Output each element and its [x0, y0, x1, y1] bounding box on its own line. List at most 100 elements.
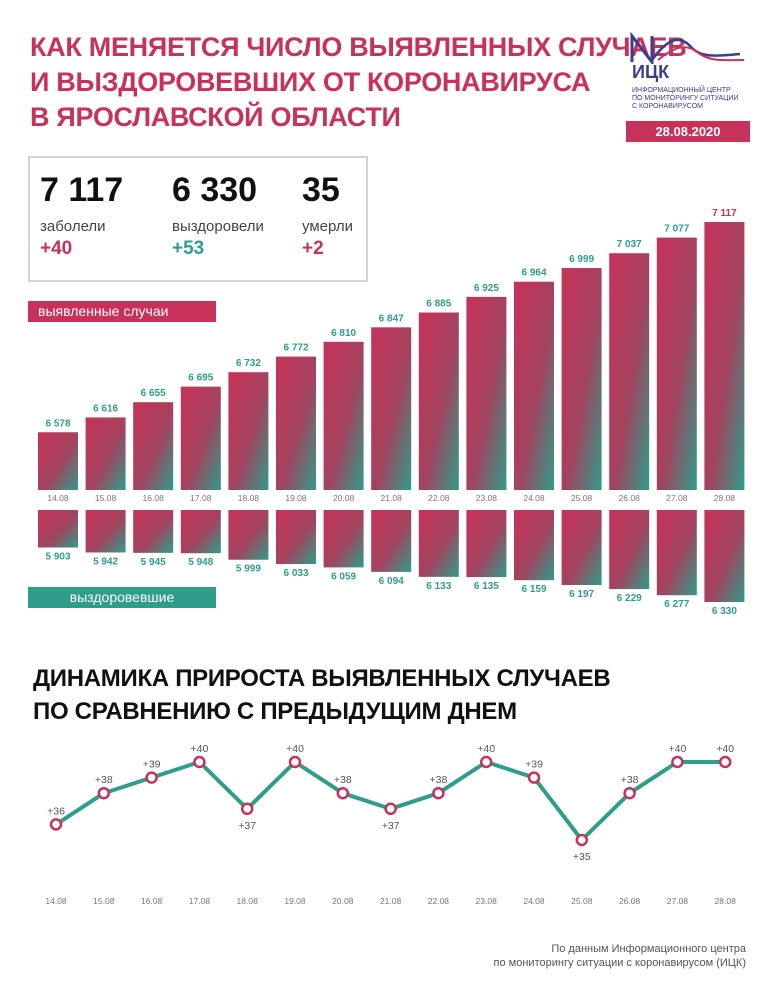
growth-label-28.08: +40 — [716, 743, 734, 755]
recovered-bar-15.08 — [85, 510, 126, 553]
case-bar-18.08 — [228, 372, 269, 490]
case-label-24.08: 6 964 — [521, 268, 546, 279]
case-label-19.08: 6 772 — [283, 343, 308, 354]
date-badge: 28.08.2020 — [626, 121, 750, 142]
growth-point-21.08 — [384, 802, 397, 816]
growth-label-17.08: +40 — [190, 743, 208, 755]
growth-point-17.08 — [193, 755, 206, 769]
date-label-20.08: 20.08 — [333, 493, 355, 503]
stat-recovered-delta: +53 — [172, 238, 205, 259]
recovered-label-27.08: 6 277 — [664, 599, 689, 610]
growth-label-27.08: +40 — [668, 743, 686, 755]
recovered-label-24.08: 6 159 — [521, 584, 546, 595]
line-chart: +36 14.08 +38 15.08 +39 16.08 +40 17.08 +37 18.08… — [45, 743, 737, 906]
growth-point-14.08 — [49, 818, 63, 831]
case-bar-19.08 — [276, 356, 316, 490]
growth-date-24.08: 24.08 — [523, 896, 545, 906]
growth-date-20.08: 20.08 — [332, 896, 354, 906]
recovered-label-20.08: 6 059 — [331, 571, 356, 582]
growth-point-26.08 — [623, 786, 636, 800]
case-bar-23.08 — [466, 296, 507, 490]
case-label-15.08: 6 616 — [93, 403, 118, 414]
recovered-bar-25.08 — [561, 510, 602, 586]
source-line-1: По данным Информационного центра — [551, 943, 746, 955]
growth-label-25.08: +35 — [573, 851, 591, 863]
case-label-26.08: 7 037 — [617, 239, 642, 250]
growth-point-19.08 — [288, 755, 302, 769]
title-line-3: В ЯРОСЛАВСКОЙ ОБЛАСТИ — [30, 102, 401, 132]
recovered-bar-22.08 — [418, 510, 459, 577]
stat-deaths-delta: +2 — [302, 238, 324, 259]
date-label-25.08: 25.08 — [571, 493, 593, 503]
recovered-label-18.08: 5 999 — [236, 564, 261, 575]
case-label-23.08: 6 925 — [474, 283, 499, 294]
recovered-label-21.08: 6 094 — [379, 576, 404, 587]
growth-label-14.08: +36 — [47, 805, 65, 817]
case-bar-27.08 — [656, 237, 697, 490]
date-label-28.08: 28.08 — [714, 493, 736, 503]
case-bar-14.08 — [38, 432, 78, 490]
case-label-25.08: 6 999 — [569, 254, 594, 265]
recovered-bar-28.08 — [704, 510, 745, 602]
recovered-legend-pill: выздоровевшие — [28, 587, 216, 608]
growth-date-27.08: 27.08 — [667, 896, 689, 906]
stat-deaths-value: 35 — [302, 171, 340, 209]
recovered-label-28.08: 6 330 — [712, 606, 737, 617]
growth-date-21.08: 21.08 — [380, 896, 402, 906]
stat-recovered-label: выздоровели — [172, 218, 264, 235]
case-label-14.08: 6 578 — [45, 418, 70, 429]
recovered-label-16.08: 5 945 — [141, 557, 166, 568]
date-label-27.08: 27.08 — [666, 493, 688, 503]
growth-date-14.08: 14.08 — [45, 896, 67, 906]
stat-deaths: 35 умерли +2 — [302, 172, 353, 260]
recovered-label-17.08: 5 948 — [188, 557, 213, 568]
case-bar-25.08 — [561, 268, 602, 490]
recovered-label-25.08: 6 197 — [569, 589, 594, 600]
date-label-21.08: 21.08 — [381, 493, 403, 503]
growth-date-28.08: 28.08 — [715, 896, 737, 906]
growth-label-23.08: +40 — [477, 743, 495, 755]
date-label-22.08: 22.08 — [428, 493, 450, 503]
growth-point-16.08 — [145, 771, 158, 784]
recovered-bar-27.08 — [656, 510, 697, 596]
growth-date-25.08: 25.08 — [571, 896, 593, 906]
case-label-16.08: 6 655 — [141, 388, 166, 399]
date-label-24.08: 24.08 — [523, 493, 545, 503]
stat-deaths-label: умерли — [302, 218, 353, 235]
growth-date-26.08: 26.08 — [619, 896, 641, 906]
logo-subtitle: ИНФОРМАЦИОННЫЙ ЦЕНТР ПО МОНИТОРИНГУ СИТУ… — [632, 87, 752, 111]
growth-label-19.08: +40 — [286, 743, 304, 755]
growth-date-19.08: 19.08 — [284, 896, 306, 906]
growth-point-18.08 — [240, 802, 254, 816]
growth-point-28.08 — [718, 755, 732, 769]
growth-point-24.08 — [527, 771, 541, 784]
date-label-16.08: 16.08 — [143, 493, 165, 503]
recovered-label-23.08: 6 135 — [474, 581, 499, 592]
growth-label-24.08: +39 — [525, 759, 543, 771]
section-title: ДИНАМИКА ПРИРОСТА ВЫЯВЛЕННЫХ СЛУЧАЕВ ПО … — [33, 662, 611, 728]
date-label-15.08: 15.08 — [95, 493, 117, 503]
page-title: КАК МЕНЯЕТСЯ ЧИСЛО ВЫЯВЛЕННЫХ СЛУЧАЕВ И … — [30, 30, 687, 135]
growth-label-21.08: +37 — [382, 820, 400, 832]
source-line-2: по мониторингу ситуации с коронавирусом … — [493, 957, 746, 969]
growth-label-16.08: +39 — [143, 759, 161, 771]
recovered-bar-18.08 — [228, 510, 269, 560]
case-label-20.08: 6 810 — [331, 328, 356, 339]
growth-point-25.08 — [575, 833, 589, 847]
bar-chart: 6 578 14.08 5 903 6 616 15.08 5 942 6 655 16.08… — [38, 208, 745, 617]
date-label-18.08: 18.08 — [238, 493, 260, 503]
section-title-line-2: ПО СРАВНЕНИЮ С ПРЕДЫДУЩИМ ДНЕМ — [33, 698, 517, 725]
recovered-bar-19.08 — [276, 510, 316, 565]
growth-point-20.08 — [336, 786, 350, 800]
cases-legend-pill: выявленные случаи — [28, 301, 216, 322]
recovered-bar-17.08 — [180, 510, 221, 554]
date-label-14.08: 14.08 — [47, 493, 69, 503]
case-label-21.08: 6 847 — [379, 313, 404, 324]
case-bar-28.08 — [704, 222, 745, 490]
growth-date-15.08: 15.08 — [93, 896, 115, 906]
case-label-22.08: 6 885 — [426, 299, 451, 310]
growth-date-17.08: 17.08 — [189, 896, 211, 906]
growth-label-15.08: +38 — [95, 774, 113, 786]
growth-point-22.08 — [432, 786, 445, 800]
logo-name: ИЦК — [632, 62, 670, 82]
